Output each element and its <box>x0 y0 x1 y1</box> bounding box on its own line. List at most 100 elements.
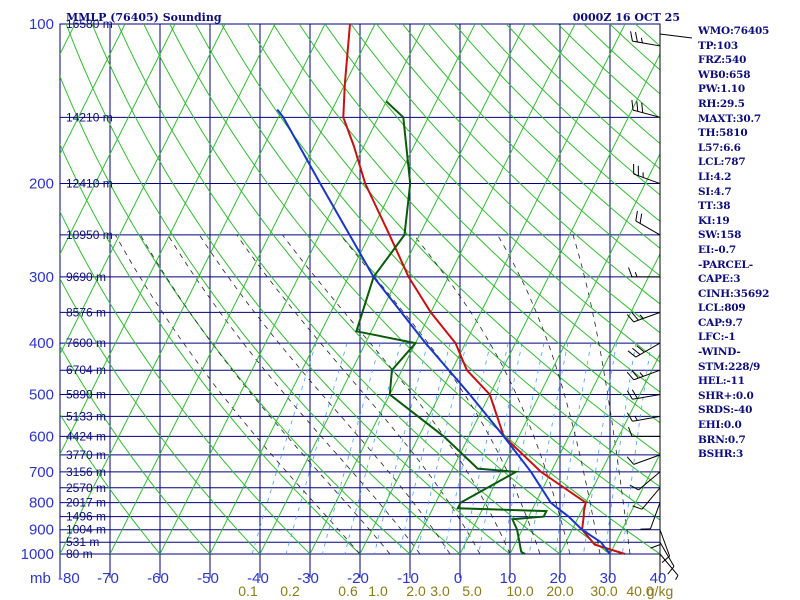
index-item: EI:-0.7 <box>698 243 737 256</box>
wind-barb-flag <box>628 426 633 437</box>
height-label: 2570 m <box>66 481 106 495</box>
axis-labels: -80 -70 -60 -50 -40 -30 -20 -10 0 10 20 30 40 mb 100 20… <box>21 16 674 599</box>
wind-barb-flag <box>636 345 645 353</box>
pressure-tick-label: 600 <box>29 428 54 445</box>
isotherm <box>209 24 476 555</box>
isotherm <box>159 24 426 555</box>
index-item: LCL:787 <box>698 156 746 169</box>
height-label: 4424 m <box>66 429 106 443</box>
wind-barb-flag <box>628 267 633 278</box>
index-item: MAXT:30.7 <box>698 112 762 125</box>
mixing-ratio-label: 0.6 <box>338 583 358 599</box>
wind-barb-flag <box>626 456 635 465</box>
mixing-ratio-line <box>416 343 467 555</box>
temp-tick-label: 40 <box>650 570 667 587</box>
height-label: 8576 m <box>66 305 106 319</box>
wind-barb-flag <box>634 415 638 421</box>
height-label: 80 m <box>66 547 93 561</box>
mixing-ratio-label: 30.0 <box>590 583 617 599</box>
index-item: LCL:809 <box>698 302 746 315</box>
wind-barb <box>633 454 661 465</box>
wind-barb-flag <box>634 272 638 278</box>
temp-tick-label: -40 <box>247 570 269 587</box>
moist-adiabat <box>340 234 541 555</box>
tropopause-pointer <box>659 33 693 39</box>
wind-barb-flag <box>632 347 641 355</box>
temp-tick-label: 30 <box>600 570 617 587</box>
index-item: L57:6.6 <box>698 141 741 154</box>
dry-adiabat <box>117 24 561 555</box>
mixing-ratio-line <box>374 342 429 555</box>
wind-profile <box>626 26 693 581</box>
dry-adiabat <box>169 24 660 555</box>
moist-adiabat <box>236 234 481 555</box>
mixing-ratio-line <box>478 343 523 555</box>
index-item: SHR+:0.0 <box>698 389 754 402</box>
moist-adiabat <box>139 234 391 555</box>
dry-adiabat <box>428 24 660 249</box>
moist-adiabat <box>167 234 421 555</box>
index-item: HEL:-11 <box>698 375 745 388</box>
dry-adiabat <box>350 24 660 334</box>
temp-tick-label: 10 <box>500 570 517 587</box>
temp-tick-label: -50 <box>197 570 219 587</box>
isotherm <box>259 24 526 555</box>
wind-barb-flag <box>631 312 639 321</box>
temp-tick-label: 20 <box>550 570 567 587</box>
isotherm <box>60 24 326 555</box>
mixing-ratio-line <box>462 343 509 555</box>
pressure-tick-label: 1000 <box>21 546 54 563</box>
height-label: 5133 m <box>66 409 106 423</box>
height-label: 10950 m <box>66 228 113 242</box>
pressure-tick-label: 300 <box>29 269 54 286</box>
index-item: KI:19 <box>698 214 730 227</box>
index-item: TT:38 <box>698 200 731 213</box>
moist-adiabat <box>497 234 601 555</box>
pressure-tick-label: 500 <box>29 386 54 403</box>
height-label: 16580 m <box>66 17 113 31</box>
pressure-tick-label: 400 <box>29 335 54 352</box>
mixing-ratio-line <box>322 342 381 555</box>
dry-adiabat <box>324 24 660 363</box>
height-label: 7600 m <box>66 336 106 350</box>
mixing-ratio-line <box>398 343 451 555</box>
wind-barb-flag <box>639 213 643 224</box>
wind-barb <box>659 541 675 567</box>
wind-barb-flag <box>632 505 643 510</box>
mixing-ratio-line <box>528 343 569 555</box>
pressure-tick-label: 700 <box>29 464 54 481</box>
height-label: 3156 m <box>66 465 106 479</box>
index-item: EHI:0.0 <box>698 419 742 432</box>
wind-barb-flag <box>626 412 633 422</box>
height-label: 2017 m <box>66 496 106 510</box>
index-item: WMO:76405 <box>698 25 770 37</box>
moist-adiabat <box>572 234 631 555</box>
wind-barb <box>649 502 661 530</box>
wind-barb <box>641 487 661 510</box>
chart-title: MMLP (76405) Sounding <box>66 11 222 24</box>
isotherm <box>409 52 660 555</box>
pressure-tick-label: 900 <box>29 522 54 539</box>
wind-barb <box>638 471 661 491</box>
index-item: -WIND- <box>698 346 741 359</box>
height-label: 531 m <box>66 535 99 549</box>
wind-barb-flag <box>641 102 644 113</box>
isotherm <box>60 24 226 356</box>
isotherm <box>109 24 376 555</box>
mixing-ratio-label: 40.0 <box>626 583 653 599</box>
temp-tick-label: -20 <box>347 570 369 587</box>
dry-adiabats <box>60 24 660 555</box>
dry-adiabat <box>60 345 211 555</box>
wind-barb <box>635 220 661 236</box>
dry-adiabat <box>60 143 361 555</box>
isotherms <box>60 24 660 555</box>
height-label: 5890 m <box>66 387 106 401</box>
height-label: 1004 m <box>66 523 106 537</box>
mixing-ratio-label: 20.0 <box>546 583 573 599</box>
dewpoint-trace <box>355 100 548 555</box>
wind-barb-flag <box>635 32 638 43</box>
index-item: FRZ:540 <box>698 54 747 67</box>
dry-adiabat <box>402 24 660 277</box>
wind-barb-flag <box>639 372 644 377</box>
